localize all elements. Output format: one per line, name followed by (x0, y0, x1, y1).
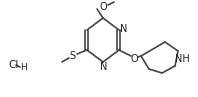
Text: NH: NH (175, 54, 190, 64)
Text: O: O (130, 54, 138, 64)
Text: H: H (20, 64, 27, 72)
Text: O: O (99, 2, 107, 12)
Text: S: S (69, 51, 75, 61)
Text: N: N (120, 24, 128, 34)
Text: Cl: Cl (8, 60, 18, 70)
Text: N: N (100, 62, 108, 72)
